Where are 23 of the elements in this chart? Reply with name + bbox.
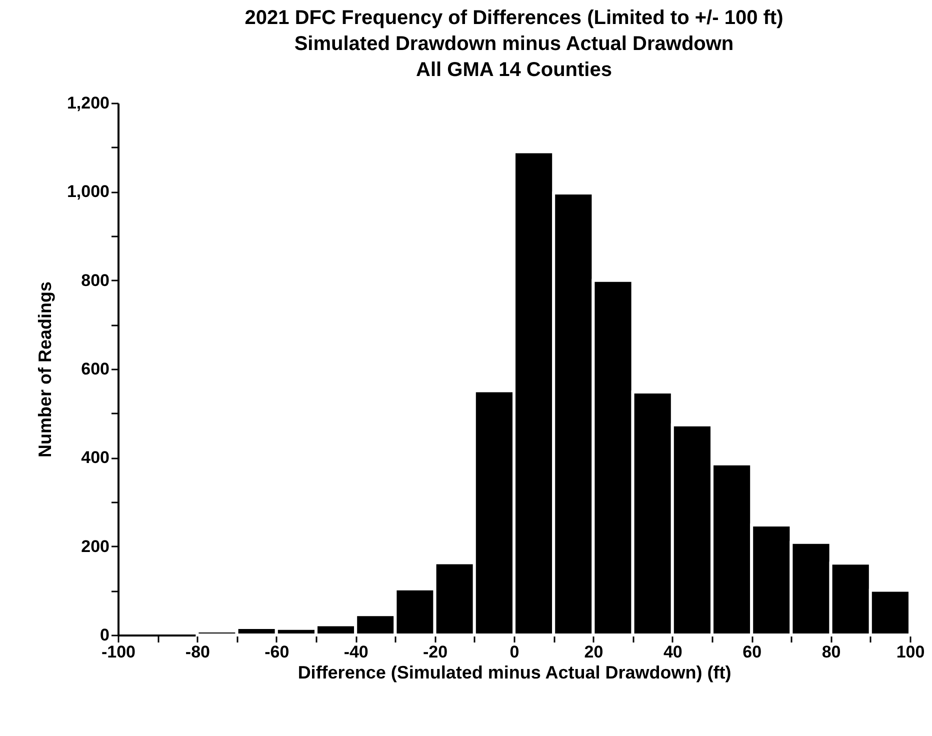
y-tick-label: 800 (81, 270, 110, 290)
text: Simulated Drawdown minus Actual Drawdown (294, 33, 734, 55)
x-tick-label: 0 (510, 642, 520, 662)
x-tick-label: 80 (822, 642, 841, 662)
y-tick-label: 0 (100, 626, 110, 644)
text: All GMA 14 Counties (416, 59, 612, 81)
y-tick-label: 600 (81, 360, 110, 378)
y-tick-label: 1,200 (66, 94, 110, 112)
y-tick-label: 400 (81, 448, 110, 468)
y-axis-title: Number of Readings (34, 281, 55, 458)
x-tick-label: 60 (742, 642, 762, 662)
x-tick-label: 100 (896, 642, 925, 662)
y-tick-label: 200 (81, 536, 110, 556)
x-tick-label: -60 (264, 642, 290, 662)
y-tick-label: 1,000 (66, 182, 110, 202)
text: 2021 DFC Frequency of Differences (Limited to +/- 100 ft) (244, 7, 784, 29)
x-tick-label: -80 (185, 642, 210, 662)
x-tick-label: 40 (663, 642, 682, 662)
x-tick-label: 20 (584, 642, 604, 662)
x-tick-label: -40 (344, 642, 368, 662)
x-axis-title: Difference (Simulated minus Actual Drawdown) (ft) (298, 662, 732, 682)
x-tick-label: -20 (423, 642, 448, 662)
x-tick-label: -100 (101, 642, 136, 662)
